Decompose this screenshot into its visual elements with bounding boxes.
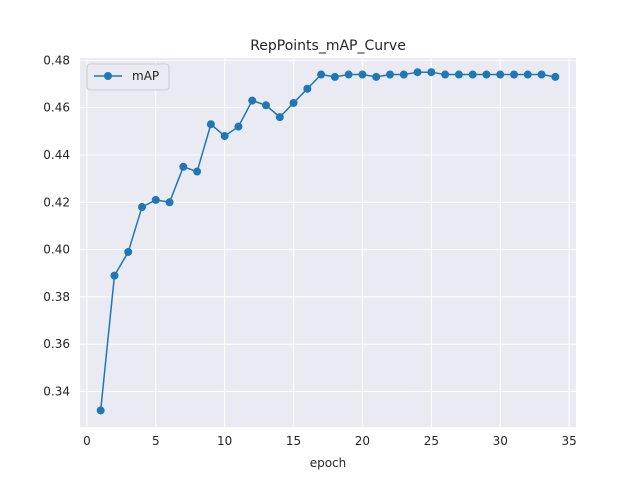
y-tick-label: 0.38 bbox=[43, 290, 70, 304]
legend-box bbox=[86, 63, 170, 91]
data-point bbox=[330, 72, 339, 81]
data-point bbox=[399, 70, 408, 79]
y-tick-label: 0.42 bbox=[43, 195, 70, 209]
data-point bbox=[193, 167, 202, 176]
data-point bbox=[124, 247, 133, 256]
grid bbox=[80, 58, 576, 427]
series-line-mAP bbox=[99, 71, 556, 411]
legend-label-mAP: mAP bbox=[132, 69, 159, 83]
data-point bbox=[220, 132, 229, 141]
data-point bbox=[206, 120, 215, 129]
y-tick-label: 0.48 bbox=[43, 53, 70, 67]
data-point bbox=[523, 70, 532, 79]
x-tick-label: 10 bbox=[217, 434, 232, 448]
y-tick-label: 0.44 bbox=[43, 148, 70, 162]
x-tick-label: 5 bbox=[152, 434, 160, 448]
data-point bbox=[413, 68, 422, 77]
data-point bbox=[165, 198, 174, 207]
data-point bbox=[468, 70, 477, 79]
x-tick-label: 0 bbox=[83, 434, 91, 448]
chart-title: RepPoints_mAP_Curve bbox=[250, 38, 406, 54]
data-point bbox=[317, 70, 326, 79]
data-point bbox=[303, 84, 312, 93]
data-point bbox=[537, 70, 546, 79]
data-point bbox=[358, 70, 367, 79]
x-tick-label: 35 bbox=[561, 434, 576, 448]
data-point bbox=[234, 122, 243, 131]
data-point bbox=[96, 406, 105, 415]
data-point bbox=[386, 70, 394, 79]
data-point bbox=[262, 101, 270, 110]
data-point bbox=[482, 70, 491, 79]
x-tick-label: 25 bbox=[424, 434, 439, 448]
x-tick-label: 15 bbox=[286, 434, 301, 448]
data-point bbox=[551, 72, 560, 81]
series-layer bbox=[96, 68, 560, 415]
data-point bbox=[179, 162, 188, 171]
y-tick-label: 0.36 bbox=[43, 337, 70, 351]
x-tick-label: 30 bbox=[493, 434, 508, 448]
y-tick-label: 0.34 bbox=[43, 385, 70, 399]
x-axis-label: epoch bbox=[310, 456, 347, 470]
legend: mAP bbox=[86, 63, 170, 91]
data-point bbox=[372, 72, 381, 81]
x-tick-label: 20 bbox=[355, 434, 370, 448]
plot-background bbox=[80, 58, 576, 427]
data-point bbox=[289, 98, 298, 107]
data-point bbox=[441, 70, 450, 79]
data-point bbox=[151, 195, 160, 204]
data-point bbox=[248, 96, 257, 105]
y-tick-label: 0.46 bbox=[43, 101, 70, 115]
x-axis-ticks: 0 5 10 15 20 25 30 35 bbox=[83, 434, 577, 448]
data-point bbox=[110, 271, 119, 280]
data-point bbox=[510, 70, 518, 79]
y-tick-label: 0.40 bbox=[43, 243, 70, 257]
y-axis-ticks: 0.34 0.36 0.38 0.40 0.42 0.44 0.46 0.48 bbox=[43, 53, 70, 398]
data-point bbox=[496, 70, 505, 79]
legend-marker-mAP bbox=[104, 72, 112, 80]
data-point bbox=[138, 203, 146, 212]
data-point bbox=[427, 68, 436, 77]
data-point bbox=[454, 70, 463, 79]
data-point bbox=[275, 113, 284, 122]
data-point bbox=[344, 70, 353, 79]
